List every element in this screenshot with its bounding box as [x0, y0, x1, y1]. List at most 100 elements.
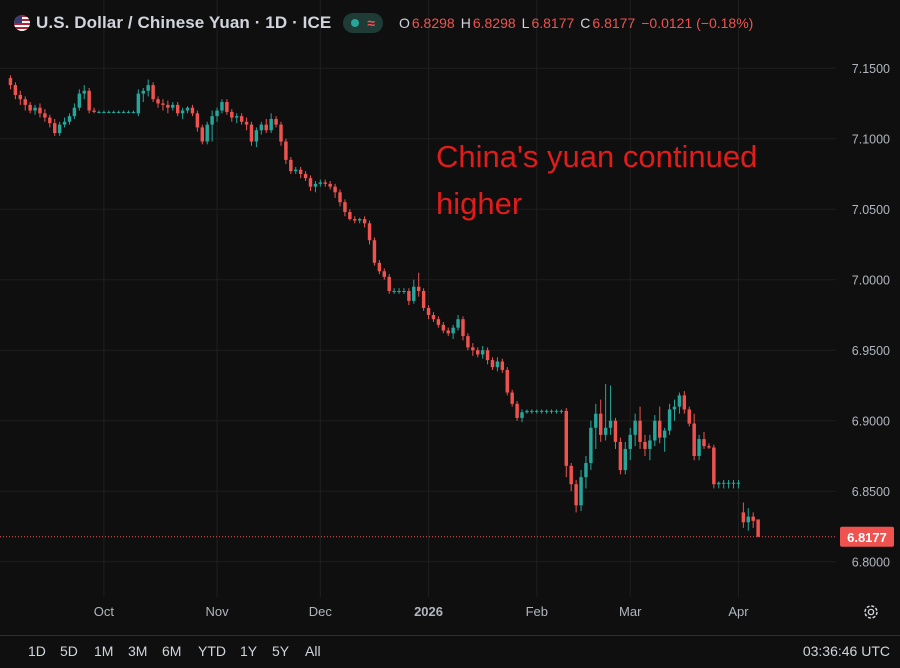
candle-body: [28, 104, 32, 111]
candle-body: [628, 434, 632, 449]
candle-body: [62, 121, 67, 125]
last-price-label: 6.8177: [847, 530, 887, 545]
candle-body: [633, 420, 637, 435]
candle-body: [535, 410, 539, 412]
candle-body: [205, 124, 209, 142]
candle-body: [490, 360, 495, 368]
candle-body: [515, 403, 519, 418]
candle-body: [289, 159, 293, 172]
candle-body: [166, 104, 170, 108]
range-button-3m[interactable]: 3M: [128, 643, 148, 659]
candle-body: [303, 173, 308, 179]
range-button-1m[interactable]: 1M: [94, 643, 114, 659]
range-button-1d[interactable]: 1D: [28, 643, 46, 659]
candle-body: [717, 482, 721, 485]
candle-body: [190, 107, 195, 114]
candle-body: [102, 111, 106, 113]
candle-body: [353, 219, 357, 221]
candle-body: [33, 107, 37, 111]
ohlc-key: O: [398, 15, 410, 31]
candle-body: [692, 423, 696, 456]
candle-body: [500, 361, 505, 370]
utc-clock[interactable]: 03:36:46 UTC: [802, 643, 890, 659]
candle-body: [313, 183, 318, 187]
candle-body: [539, 410, 544, 412]
candle-body: [77, 93, 82, 108]
candle-body: [348, 212, 352, 220]
candle-body: [259, 124, 264, 131]
candle-body: [116, 111, 121, 113]
candle-body: [480, 350, 485, 355]
candle-body: [407, 291, 411, 301]
market-open-dot-icon: [351, 19, 360, 27]
chart-axes: 7.1500 7.1000 7.0500 7.0000 6.9500 6.9000 6.85…: [94, 62, 890, 619]
candle-body: [249, 124, 254, 142]
candle-body: [544, 410, 549, 412]
candle-body: [608, 420, 613, 428]
candle-body: [151, 85, 155, 100]
candle-body: [126, 111, 131, 113]
candle-body: [318, 182, 323, 184]
range-button-6m[interactable]: 6M: [162, 643, 182, 659]
ohlc-key: H: [460, 15, 471, 31]
candle-body: [43, 113, 47, 118]
range-button-5y[interactable]: 5Y: [272, 643, 290, 659]
candle-body: [505, 369, 509, 393]
y-tick-label: 7.0000: [852, 274, 890, 288]
candle-body: [382, 271, 387, 277]
candle-body: [525, 410, 529, 413]
candle-body: [554, 410, 559, 412]
range-button-5d[interactable]: 5D: [60, 643, 78, 659]
candle-body: [594, 413, 598, 428]
x-tick-label: 2026: [414, 604, 443, 619]
candle-body: [726, 482, 731, 484]
candle-body: [185, 107, 190, 111]
candle-body: [598, 413, 603, 435]
range-button-1y[interactable]: 1Y: [240, 643, 258, 659]
candle-body: [13, 85, 18, 95]
candle-body: [687, 409, 691, 424]
candle-body: [141, 90, 145, 94]
x-tick-label: Feb: [526, 604, 548, 619]
x-tick-label: Oct: [94, 604, 115, 619]
y-tick-label: 6.9500: [852, 344, 890, 358]
chart-settings-icon[interactable]: [862, 603, 880, 621]
candle-body: [72, 107, 77, 117]
candle-body: [294, 169, 298, 172]
candle-body: [107, 111, 111, 113]
candle-body: [461, 319, 465, 337]
candle-body: [254, 130, 259, 142]
candle-body: [456, 319, 460, 328]
market-status-pill[interactable]: ≈: [343, 13, 383, 33]
candle-body: [269, 118, 273, 131]
range-button-ytd[interactable]: YTD: [198, 643, 226, 659]
candle-body: [274, 118, 278, 125]
candle-body: [82, 90, 86, 94]
candle-body: [235, 116, 239, 118]
candle-body: [751, 516, 755, 521]
candle-body: [308, 178, 313, 187]
x-tick-label: Apr: [728, 604, 749, 619]
candle-body: [466, 336, 470, 348]
candle-body: [225, 102, 229, 112]
candle-body: [721, 482, 726, 484]
candle-body: [244, 121, 249, 125]
candle-body: [180, 110, 185, 114]
y-tick-label: 7.0500: [852, 203, 890, 217]
candle-body: [53, 123, 57, 134]
candle-body: [338, 192, 342, 203]
chart-annotation: China's yuan continued: [436, 139, 757, 174]
candle-body: [579, 477, 583, 506]
range-button-all[interactable]: All: [305, 643, 321, 659]
candle-body: [333, 186, 337, 193]
candle-body: [97, 111, 101, 113]
candle-body: [392, 291, 396, 293]
candle-body: [92, 110, 96, 112]
candle-body: [220, 102, 224, 111]
symbol-header: U.S. Dollar / Chinese Yuan · 1D · ICE ≈ …: [14, 8, 757, 38]
candle-body: [485, 350, 490, 361]
candle-body: [362, 219, 367, 224]
ohlc-key: C: [580, 15, 591, 31]
symbol-title[interactable]: U.S. Dollar / Chinese Yuan · 1D · ICE: [36, 13, 332, 32]
